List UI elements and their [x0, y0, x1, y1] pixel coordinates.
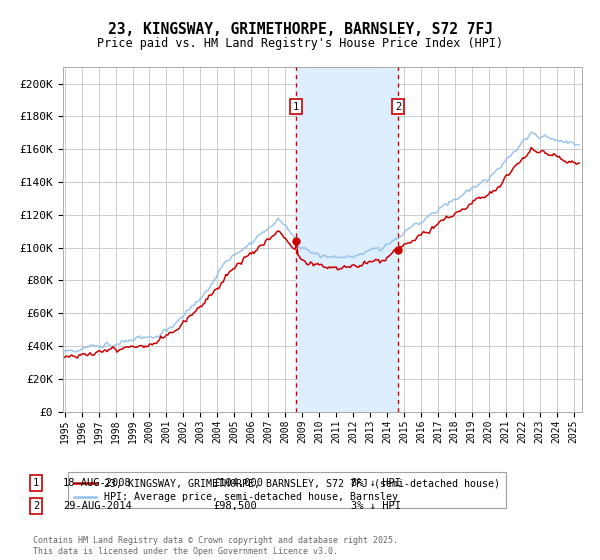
Text: 29-AUG-2014: 29-AUG-2014 — [63, 501, 132, 511]
Text: Contains HM Land Registry data © Crown copyright and database right 2025.
This d: Contains HM Land Registry data © Crown c… — [33, 536, 398, 556]
Text: 1: 1 — [293, 101, 299, 111]
Text: 8% ↓ HPI: 8% ↓ HPI — [351, 478, 401, 488]
Text: £104,000: £104,000 — [213, 478, 263, 488]
Text: 23, KINGSWAY, GRIMETHORPE, BARNSLEY, S72 7FJ: 23, KINGSWAY, GRIMETHORPE, BARNSLEY, S72… — [107, 22, 493, 38]
Text: 1: 1 — [33, 478, 39, 488]
Text: 2: 2 — [395, 101, 401, 111]
Legend: 23, KINGSWAY, GRIMETHORPE, BARNSLEY, S72 7FJ (semi-detached house), HPI: Average: 23, KINGSWAY, GRIMETHORPE, BARNSLEY, S72… — [68, 472, 506, 508]
Text: 2: 2 — [33, 501, 39, 511]
Text: Price paid vs. HM Land Registry's House Price Index (HPI): Price paid vs. HM Land Registry's House … — [97, 37, 503, 50]
Text: £98,500: £98,500 — [213, 501, 257, 511]
Bar — [296, 67, 398, 412]
Text: 18-AUG-2008: 18-AUG-2008 — [63, 478, 132, 488]
Text: 3% ↓ HPI: 3% ↓ HPI — [351, 501, 401, 511]
